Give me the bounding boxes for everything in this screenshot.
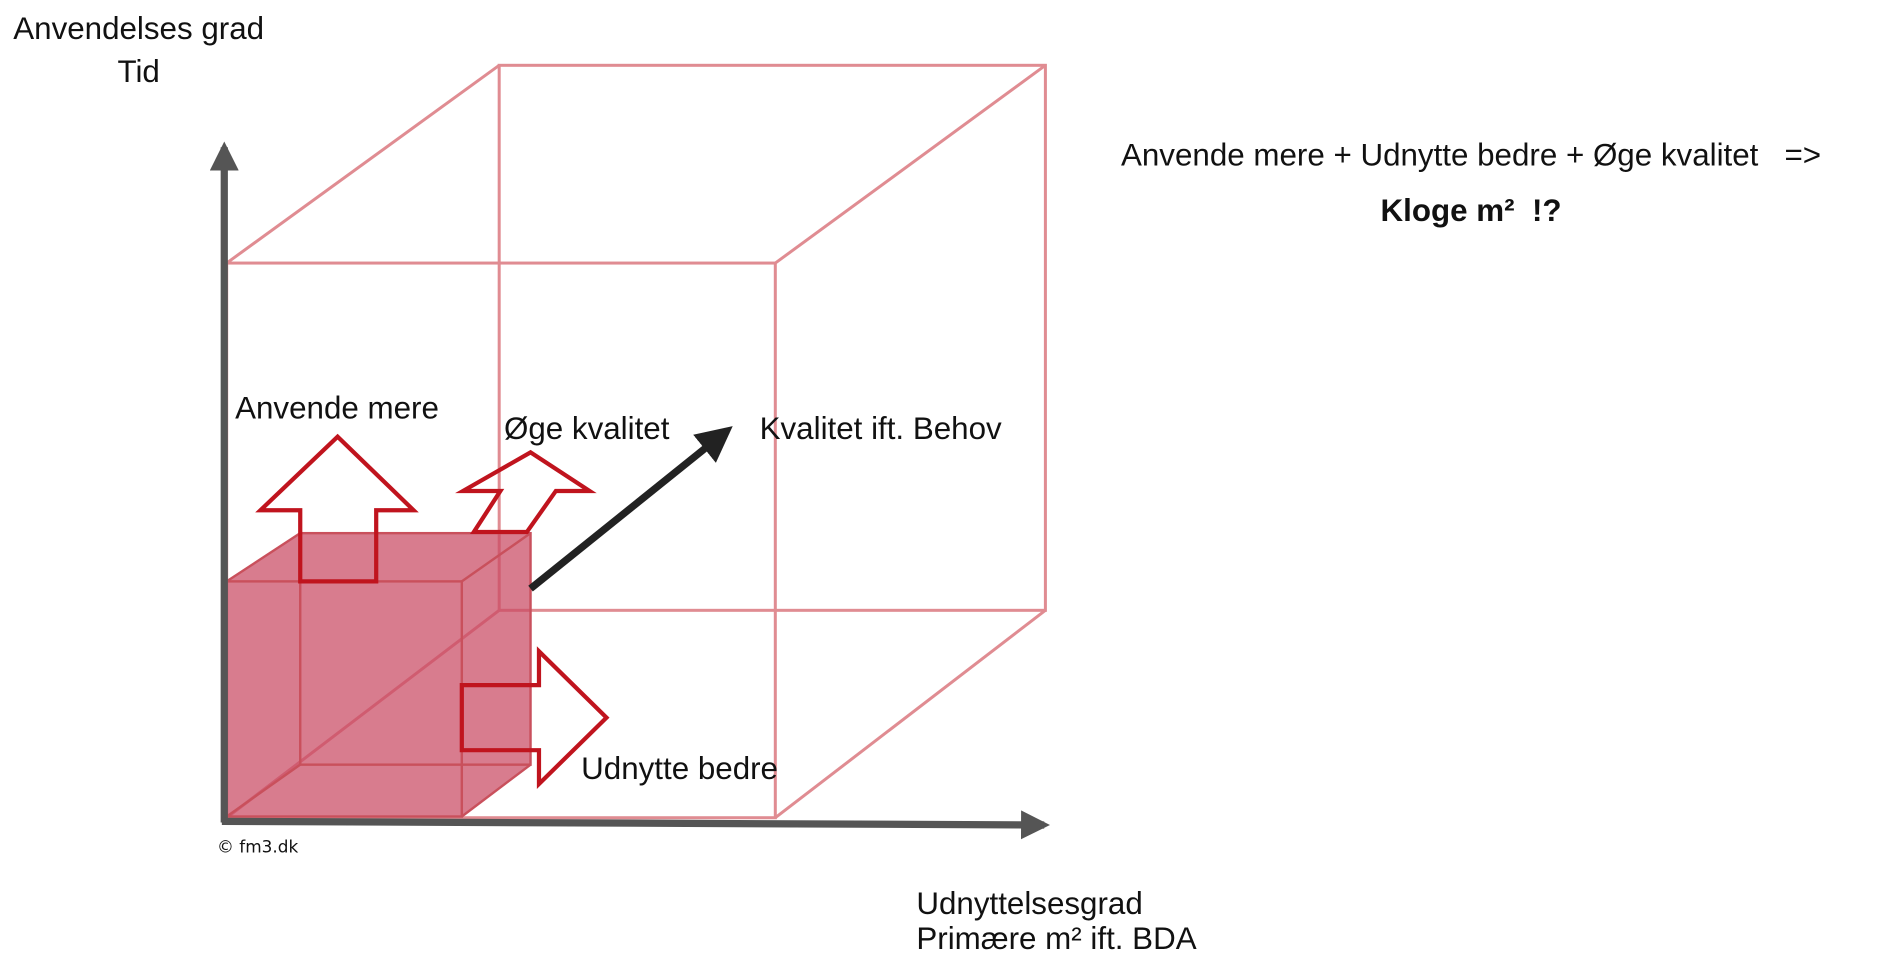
up-arrow: [255, 433, 419, 584]
x-axis-label: Udnyttelsesgrad: [916, 886, 1142, 921]
x-axis: [221, 810, 1050, 840]
y-axis-label: Anvendelses grad: [13, 11, 264, 46]
right-arrow: [459, 646, 610, 789]
y-axis-sublabel: Tid: [117, 54, 159, 89]
copyright: © fm3.dk: [217, 837, 298, 857]
quality-arrow: [528, 426, 733, 592]
formula-line1: Anvende mere + Udnytte bedre + Øge kvali…: [1121, 137, 1821, 172]
small-cube: [225, 531, 532, 818]
right-arrow-label: Udnytte bedre: [581, 751, 778, 786]
z-axis-label: Kvalitet ift. Behov: [760, 411, 1002, 446]
x-axis-sublabel: Primære m² ift. BDA: [916, 921, 1196, 956]
diagonal-arrow: [455, 449, 597, 535]
up-arrow-label: Anvende mere: [235, 391, 439, 426]
formula-line2: Kloge m² !?: [1381, 193, 1562, 228]
diagonal-arrow-label: Øge kvalitet: [504, 411, 670, 446]
